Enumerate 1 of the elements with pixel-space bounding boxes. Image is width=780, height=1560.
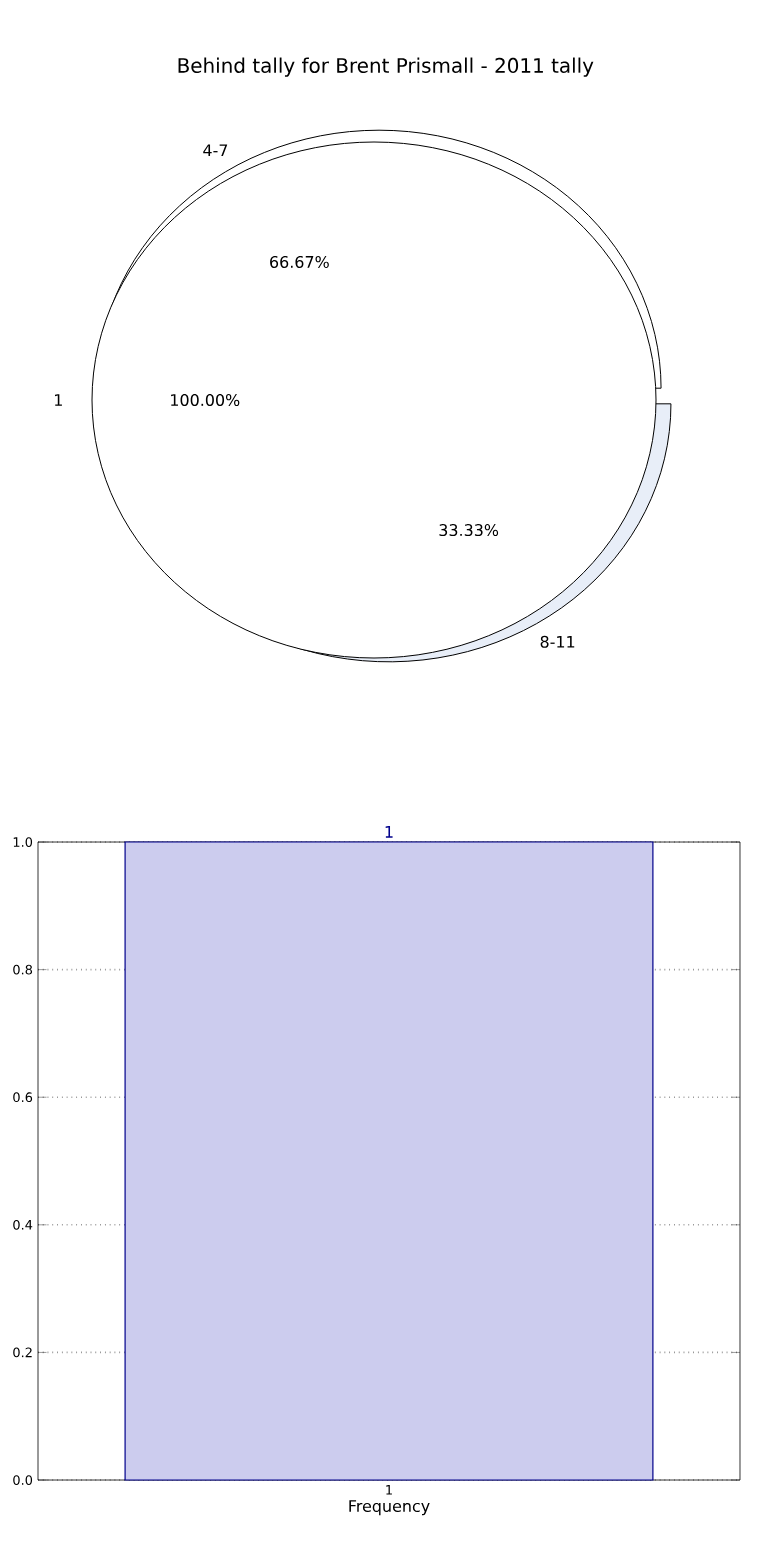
chart-title: Behind tally for Brent Prismall - 2011 tally: [178, 57, 594, 77]
